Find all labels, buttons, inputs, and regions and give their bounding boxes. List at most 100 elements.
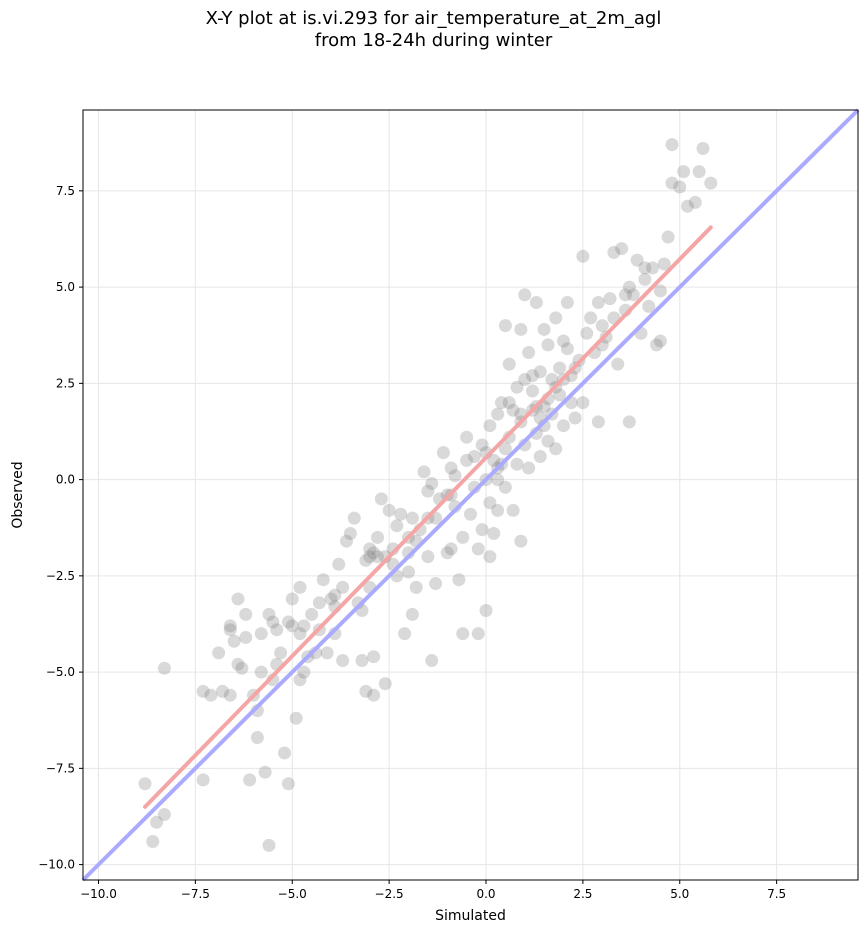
- y-tick-label: 0.0: [56, 473, 75, 487]
- scatter-point: [243, 773, 257, 787]
- scatter-point: [262, 838, 276, 852]
- scatter-point: [235, 661, 249, 675]
- scatter-point: [297, 665, 311, 679]
- scatter-point: [138, 777, 152, 791]
- scatter-point: [526, 384, 539, 398]
- scatter-point: [657, 257, 671, 271]
- scatter-point: [258, 765, 272, 779]
- scatter-point: [673, 180, 687, 194]
- scatter-point: [452, 573, 466, 587]
- scatter-point: [518, 373, 532, 386]
- scatter-point: [541, 338, 555, 352]
- scatter-point: [456, 627, 470, 641]
- scatter-point: [661, 230, 675, 244]
- scatter-point: [638, 261, 652, 275]
- scatter-point: [541, 434, 555, 448]
- scatter-point: [216, 684, 229, 698]
- scatter-point: [479, 604, 493, 617]
- scatter-point: [281, 777, 295, 791]
- scatter-point: [549, 311, 563, 325]
- scatter-point: [591, 415, 605, 429]
- axis-ticks: −10.0 −7.5 −5.0 −2.5 0.0 2.5 5.0 7.5 −10.0 −7.5 −5…: [38, 184, 786, 901]
- scatter-point: [359, 553, 373, 567]
- scatter-point: [425, 476, 439, 490]
- scatter-point: [677, 165, 691, 179]
- scatter-point: [692, 165, 706, 179]
- scatter-point: [289, 711, 303, 725]
- scatter-point: [157, 808, 171, 822]
- scatter-point: [196, 773, 210, 787]
- scatter-point: [611, 357, 625, 371]
- chart-title: X-Y plot at is.vi.293 for air_temperatur…: [205, 8, 662, 51]
- scatter-point: [502, 357, 516, 371]
- scatter-point: [293, 627, 307, 641]
- y-tick-label: 5.0: [56, 280, 75, 294]
- y-tick-label: −10.0: [38, 858, 75, 872]
- scatter-point: [254, 627, 268, 641]
- scatter-point: [371, 550, 384, 564]
- scatter-point: [266, 615, 280, 629]
- scatter-point: [316, 573, 330, 587]
- scatter-point: [444, 542, 458, 556]
- scatter-point: [436, 446, 450, 460]
- scatter-point: [487, 453, 501, 467]
- scatter-point: [553, 361, 567, 375]
- scatter-point: [456, 530, 470, 544]
- scatter-point: [212, 646, 226, 660]
- scatter-point: [584, 311, 598, 325]
- y-tick-label: −2.5: [46, 569, 75, 583]
- scatter-point: [681, 199, 694, 213]
- scatter-point: [498, 480, 512, 494]
- scatter-point: [382, 503, 396, 517]
- scatter-point: [665, 176, 679, 190]
- x-tick-label: −10.0: [80, 887, 117, 901]
- scatter-point: [603, 292, 617, 306]
- scatter-point: [529, 296, 543, 309]
- scatter-point: [421, 550, 435, 564]
- scatter-point: [398, 627, 412, 641]
- scatter-point: [580, 326, 594, 340]
- scatter-point: [615, 242, 629, 256]
- scatter-point: [355, 654, 369, 668]
- scatter-point: [239, 607, 253, 621]
- scatter-point: [665, 138, 679, 152]
- scatter-point: [460, 453, 474, 467]
- scatter-point: [502, 430, 516, 444]
- scatter-point: [367, 650, 381, 664]
- scatter-point: [622, 415, 636, 429]
- scatter-point: [402, 565, 415, 579]
- x-tick-label: 5.0: [670, 887, 689, 901]
- scatter-point: [522, 461, 536, 475]
- scatter-point: [483, 496, 497, 510]
- scatter-point: [390, 519, 404, 533]
- scatter-point: [409, 580, 423, 594]
- scatter-point: [533, 450, 547, 463]
- scatter-point: [506, 503, 520, 517]
- scatter-point: [498, 319, 512, 333]
- scatter-point: [231, 657, 245, 671]
- scatter-point: [595, 319, 609, 333]
- scatter-point: [545, 373, 559, 386]
- scatter-point: [340, 534, 353, 548]
- scatter-point: [464, 507, 477, 521]
- fit-line: [143, 225, 713, 809]
- scatter-point: [704, 176, 718, 190]
- scatter-point: [227, 634, 241, 648]
- scatter-point: [359, 684, 373, 698]
- scatter-point: [448, 469, 462, 483]
- scatter-point: [429, 577, 443, 591]
- scatter-point: [475, 523, 489, 537]
- scatter-point: [150, 815, 164, 829]
- x-tick-label: −2.5: [375, 887, 404, 901]
- scatter-point: [223, 619, 237, 633]
- scatter-point: [250, 731, 264, 745]
- scatter-point: [425, 654, 439, 668]
- scatter-point: [363, 542, 377, 556]
- scatter-point: [557, 419, 570, 433]
- scatter-point: [653, 334, 667, 348]
- scatter-point: [293, 580, 307, 594]
- scatter-point: [510, 457, 524, 471]
- scatter-point: [576, 396, 590, 410]
- scatter-point: [157, 661, 171, 675]
